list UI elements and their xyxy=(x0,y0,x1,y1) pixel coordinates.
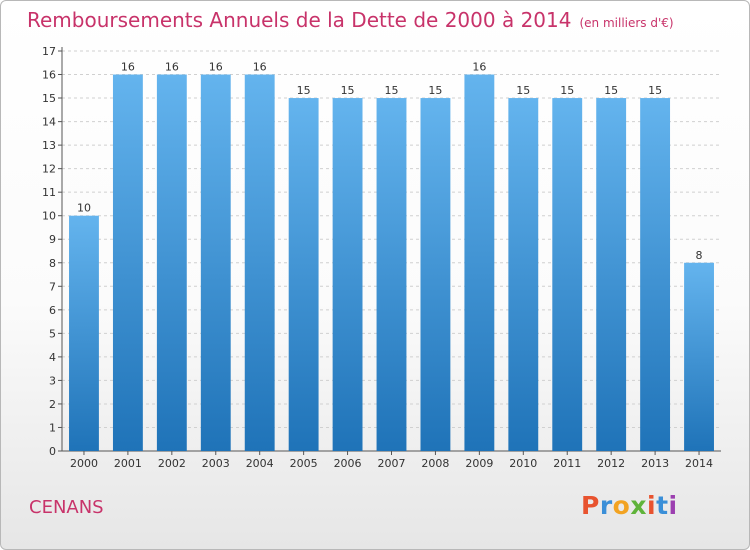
y-tick-label: 8 xyxy=(49,257,56,270)
data-label-2014: 8 xyxy=(696,249,703,262)
bar-2000 xyxy=(69,215,99,451)
data-label-2005: 15 xyxy=(297,84,311,97)
data-label-2000: 10 xyxy=(77,202,91,215)
logo-letter: i xyxy=(647,491,657,520)
data-label-2011: 15 xyxy=(560,84,574,97)
y-tick-label: 14 xyxy=(42,116,56,129)
bar-2008 xyxy=(420,98,451,451)
y-tick-label: 11 xyxy=(42,186,56,199)
y-tick-label: 1 xyxy=(49,421,56,434)
bar-2006 xyxy=(332,98,363,451)
x-tick-label-2002: 2002 xyxy=(158,457,186,470)
y-tick-label: 12 xyxy=(42,163,56,176)
y-tick-label: 7 xyxy=(49,280,56,293)
x-tick-label-2000: 2000 xyxy=(70,457,98,470)
bar-2013 xyxy=(640,98,671,451)
bar-2004 xyxy=(244,74,275,451)
x-tick-label-2001: 2001 xyxy=(114,457,142,470)
y-tick-label: 17 xyxy=(42,45,56,58)
data-label-2008: 15 xyxy=(428,84,442,97)
bars xyxy=(69,74,714,451)
bar-2007 xyxy=(376,98,407,451)
y-tick-label: 5 xyxy=(49,327,56,340)
commune-name: CENANS xyxy=(29,497,104,518)
data-label-2009: 16 xyxy=(472,61,486,74)
data-label-2003: 16 xyxy=(209,61,223,74)
data-label-2013: 15 xyxy=(648,84,662,97)
logo-letter: i xyxy=(668,491,678,520)
chart-title-text: Remboursements Annuels de la Dette de 20… xyxy=(27,8,572,32)
logo-letter: o xyxy=(612,491,631,520)
bar-2001 xyxy=(112,74,143,451)
data-label-2002: 16 xyxy=(165,61,179,74)
data-label-2012: 15 xyxy=(604,84,618,97)
chart-title: Remboursements Annuels de la Dette de 20… xyxy=(27,8,674,32)
data-label-2010: 15 xyxy=(516,84,530,97)
y-tick-label: 13 xyxy=(42,139,56,152)
y-tick-label: 9 xyxy=(49,233,56,246)
bar-2010 xyxy=(508,98,539,451)
y-tick-label: 6 xyxy=(49,304,56,317)
y-tick-label: 15 xyxy=(42,92,56,105)
data-label-2001: 16 xyxy=(121,61,135,74)
x-tick-label-2006: 2006 xyxy=(334,457,362,470)
bar-2005 xyxy=(288,98,319,451)
x-tick-label-2014: 2014 xyxy=(685,457,713,470)
x-tick-label-2010: 2010 xyxy=(509,457,537,470)
bar-2002 xyxy=(156,74,187,451)
logo-letter: t xyxy=(656,491,669,520)
logo-letter: r xyxy=(599,491,613,520)
x-tick-label-2012: 2012 xyxy=(597,457,625,470)
chart-subtitle: (en milliers d'€) xyxy=(579,16,674,30)
y-tick-label: 10 xyxy=(42,210,56,223)
y-tick-label: 2 xyxy=(49,398,56,411)
bar-2003 xyxy=(200,74,231,451)
bar-2009 xyxy=(464,74,495,451)
x-tick-label-2004: 2004 xyxy=(246,457,274,470)
logo-letter: P xyxy=(581,491,600,520)
bar-2012 xyxy=(596,98,627,451)
x-tick-label-2009: 2009 xyxy=(465,457,493,470)
data-label-2007: 15 xyxy=(385,84,399,97)
x-tick-label-2005: 2005 xyxy=(290,457,318,470)
bar-2011 xyxy=(552,98,583,451)
proxiti-logo: Proxiti xyxy=(581,491,678,520)
y-tick-label: 0 xyxy=(49,445,56,458)
data-label-2004: 16 xyxy=(253,61,267,74)
x-tick-label-2003: 2003 xyxy=(202,457,230,470)
x-tick-label-2013: 2013 xyxy=(641,457,669,470)
x-tick-label-2008: 2008 xyxy=(421,457,449,470)
bar-2014 xyxy=(684,262,714,451)
x-tick-labels: 2000 2001 2002 2003 2004 2005 2006 2007 2008 2009… xyxy=(70,457,713,470)
x-tick-label-2007: 2007 xyxy=(378,457,406,470)
x-tick-label-2011: 2011 xyxy=(553,457,581,470)
logo-letter: x xyxy=(630,491,647,520)
data-label-2006: 15 xyxy=(341,84,355,97)
y-tick-label: 3 xyxy=(49,374,56,387)
y-tick-label: 4 xyxy=(49,351,56,364)
y-tick-label: 16 xyxy=(42,69,56,82)
data-labels: 10 16 16 16 16 15 15 15 15 16 15 15 15 15 8 xyxy=(77,61,703,262)
